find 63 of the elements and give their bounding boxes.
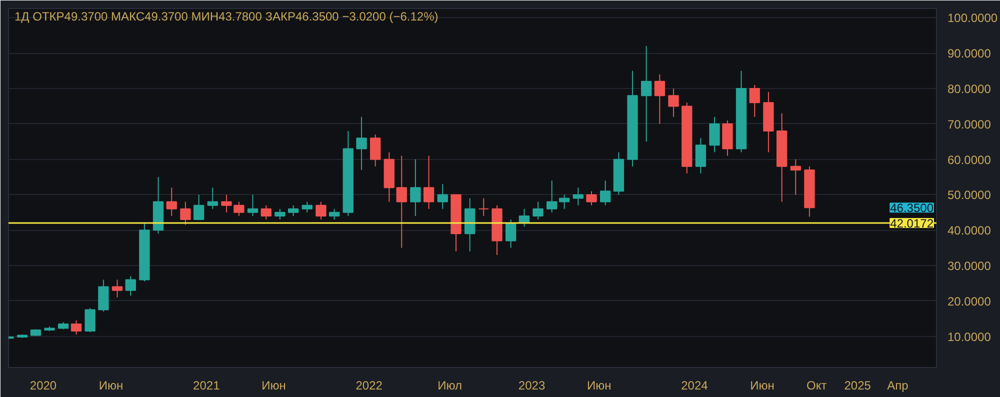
candlestick bbox=[423, 155, 434, 210]
candlestick bbox=[98, 279, 109, 312]
x-tick-label: Июн bbox=[262, 378, 286, 392]
y-tick-label: 80.0000 bbox=[948, 82, 992, 96]
x-tick-label: Апр bbox=[887, 378, 909, 392]
candlestick bbox=[437, 184, 448, 210]
candlestick bbox=[505, 219, 516, 248]
candlestick bbox=[709, 116, 720, 153]
x-tick-label: 2024 bbox=[681, 378, 708, 392]
candlestick bbox=[396, 155, 407, 248]
candlestick bbox=[84, 308, 96, 333]
x-tick-label: Июн bbox=[750, 378, 774, 392]
candlestick bbox=[112, 279, 123, 298]
y-tick-label: 30.0000 bbox=[948, 259, 992, 274]
x-tick-label: Окт bbox=[806, 378, 828, 392]
candlestick bbox=[654, 74, 666, 124]
candlestick bbox=[586, 190, 597, 206]
candlestick bbox=[600, 180, 611, 206]
candlestick bbox=[749, 84, 760, 118]
candlestick bbox=[790, 158, 801, 196]
candlestick bbox=[668, 88, 679, 118]
x-tick-label: Июн bbox=[586, 378, 612, 392]
candlestick bbox=[70, 320, 82, 336]
candlestick bbox=[288, 204, 299, 216]
y-tick-label: 60.0000 bbox=[948, 152, 992, 167]
candlestick bbox=[546, 180, 558, 213]
candlestick bbox=[302, 201, 312, 213]
candlestick bbox=[572, 187, 584, 206]
y-tick-label: 100.0000 bbox=[948, 11, 998, 26]
candlestick bbox=[328, 208, 340, 220]
x-tick-label: 2020 bbox=[30, 378, 57, 392]
y-tick-label: 70.0000 bbox=[948, 117, 992, 132]
x-tick-label: 2021 bbox=[193, 378, 220, 392]
x-tick-label: 2022 bbox=[356, 378, 383, 392]
candlestick bbox=[695, 138, 706, 174]
candlestick bbox=[125, 276, 136, 296]
chart-title: 1Д ОТКР49.3700 МАКС49.3700 МИН43.7800 ЗАКР46.3500 −3.0200 (−6.12%) bbox=[14, 10, 438, 24]
candlestick bbox=[532, 201, 544, 220]
candlestick bbox=[370, 134, 381, 167]
x-tick-label: Июл bbox=[438, 378, 462, 392]
candlestick bbox=[558, 194, 570, 210]
x-tick-label: Июн bbox=[98, 378, 124, 392]
x-tick-label: 2025 bbox=[844, 378, 872, 392]
ref-line-label: 42.0172 bbox=[890, 216, 934, 230]
candlestick bbox=[356, 116, 367, 170]
candlestick bbox=[274, 208, 286, 220]
candlestick bbox=[247, 194, 258, 216]
candlestick bbox=[410, 158, 421, 216]
candlestick bbox=[180, 201, 191, 226]
annotation: 46.3500 bbox=[890, 201, 934, 216]
candlestick bbox=[316, 201, 326, 220]
y-tick-label: 20.0000 bbox=[948, 294, 992, 308]
candlestick bbox=[207, 187, 218, 210]
candlestick bbox=[193, 194, 204, 220]
y-tick-label: 40.0000 bbox=[948, 224, 992, 238]
candlestick bbox=[260, 204, 272, 220]
candlestick bbox=[478, 198, 489, 216]
y-tick-label: 50.0000 bbox=[948, 188, 992, 202]
candlestick bbox=[166, 187, 177, 216]
x-tick-label: 2023 bbox=[518, 378, 546, 392]
y-tick-label: 10.0000 bbox=[948, 330, 992, 344]
candlestick bbox=[640, 46, 652, 142]
y-tick-label: 90.0000 bbox=[948, 46, 992, 61]
